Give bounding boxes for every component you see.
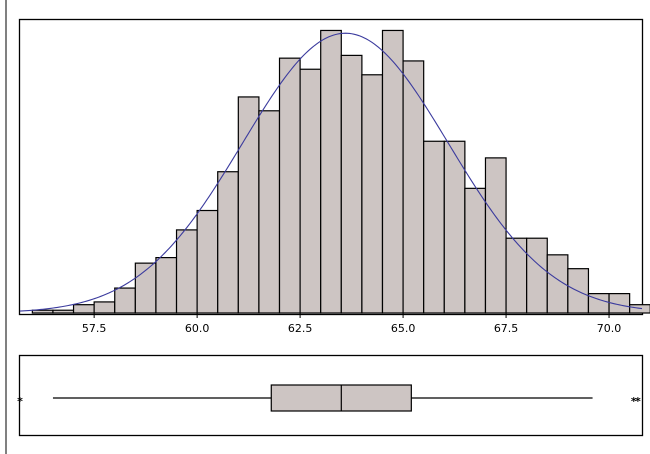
x-tick-label: 65.0 bbox=[391, 322, 416, 335]
histogram-bar bbox=[93, 301, 116, 314]
histogram-bar bbox=[361, 74, 384, 314]
histogram-bar bbox=[423, 140, 445, 314]
x-tick-label: 70.0 bbox=[597, 322, 622, 335]
outlier-marker: * bbox=[17, 395, 23, 408]
histogram-bar bbox=[299, 68, 322, 314]
histogram-bar bbox=[608, 293, 631, 314]
histogram-bar bbox=[258, 110, 281, 314]
histogram-bar bbox=[217, 171, 239, 314]
x-tick-label: 62.5 bbox=[288, 322, 313, 335]
histogram-bar bbox=[278, 57, 301, 314]
x-tick-label: 67.5 bbox=[494, 322, 519, 335]
histogram-bar bbox=[505, 237, 528, 314]
histogram-bar bbox=[526, 237, 548, 314]
outlier-marker: * bbox=[635, 395, 641, 408]
outlier-marker: * bbox=[631, 395, 637, 408]
histogram-bar bbox=[340, 54, 363, 314]
normal-fit-curve bbox=[19, 32, 643, 312]
x-axis: 57.5 60.0 62.5 65.0 67.5 70.0 bbox=[82, 313, 621, 335]
histogram-bar bbox=[320, 29, 342, 314]
histogram-bar bbox=[237, 96, 260, 314]
histogram-bar bbox=[72, 304, 95, 314]
histogram-bar bbox=[196, 209, 219, 314]
histogram-bar bbox=[381, 29, 404, 314]
histogram-bar bbox=[155, 257, 178, 314]
histogram-bar bbox=[31, 309, 54, 314]
histogram-bar bbox=[52, 309, 75, 314]
boxplot: **** bbox=[17, 384, 641, 412]
histogram-bar bbox=[175, 229, 198, 314]
histogram-bar bbox=[443, 140, 466, 314]
x-tick-label: 57.5 bbox=[82, 322, 107, 335]
histogram-bar bbox=[114, 287, 136, 314]
histogram-bar bbox=[464, 187, 487, 314]
histogram-bars bbox=[31, 29, 650, 314]
histogram-bar bbox=[484, 157, 507, 314]
x-tick-label: 60.0 bbox=[185, 322, 210, 335]
